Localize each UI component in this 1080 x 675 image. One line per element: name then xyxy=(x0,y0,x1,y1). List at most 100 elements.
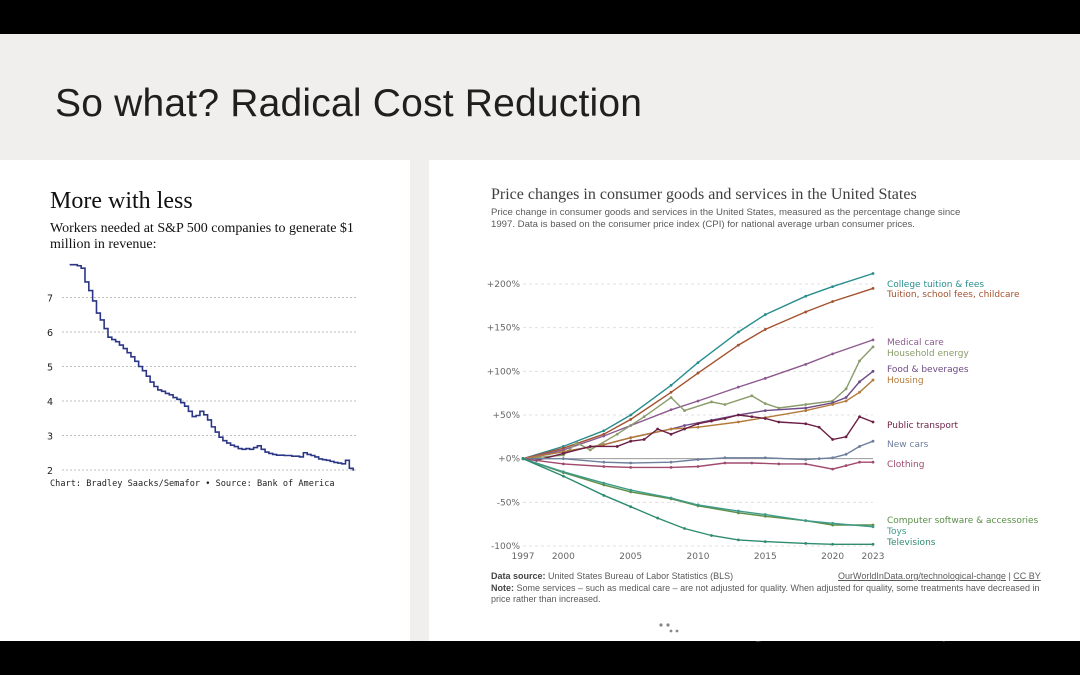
series-point xyxy=(696,399,700,403)
series-point xyxy=(561,470,565,474)
series-point xyxy=(804,462,808,466)
series-point xyxy=(804,294,808,298)
series-point xyxy=(831,456,835,460)
series-point xyxy=(831,300,835,303)
series-point xyxy=(871,338,875,342)
series-point xyxy=(710,400,713,404)
series-point xyxy=(844,396,848,399)
series-point xyxy=(521,457,525,461)
slide: So what? Radical Cost Reduction More wit… xyxy=(0,34,1080,641)
series-point xyxy=(602,493,606,497)
left-chart-panel: More with less Workers needed at S&P 500… xyxy=(0,160,410,641)
series-point xyxy=(736,509,740,513)
series-point xyxy=(750,415,754,419)
series-point xyxy=(615,445,619,448)
series-point xyxy=(602,465,606,468)
y-tick-label: -100% xyxy=(491,542,520,552)
series-point xyxy=(696,465,700,468)
note-text: Some services – such as medical care – a… xyxy=(491,583,1040,604)
y-tick-label: 7 xyxy=(47,294,53,305)
left-chart-credit: Chart: Bradley Saacks/Semafor • Source: … xyxy=(50,479,335,489)
series-point xyxy=(831,285,835,289)
series-point xyxy=(736,420,740,424)
series-point xyxy=(844,464,848,468)
series-point xyxy=(763,456,767,460)
series-point xyxy=(871,272,875,275)
series-line xyxy=(522,458,873,526)
y-tick-label: 4 xyxy=(47,397,53,408)
y-tick-label: 6 xyxy=(47,328,53,339)
series-point xyxy=(831,467,835,471)
chart-note: Note: Some services – such as medical ca… xyxy=(491,583,1051,605)
series-point xyxy=(669,408,673,412)
series-point xyxy=(871,460,875,464)
series-point xyxy=(696,458,700,461)
series-line xyxy=(523,440,874,464)
series-label: Household energy xyxy=(887,349,970,359)
watermark-text: 公众号 · Renee 创业随笔 xyxy=(692,616,994,645)
series-point xyxy=(656,516,660,520)
x-tick-label: 1997 xyxy=(512,552,535,562)
x-tick-label: 2020 xyxy=(821,552,844,562)
series-point xyxy=(683,527,686,530)
series-point xyxy=(804,519,808,523)
series-point xyxy=(871,369,875,373)
series-label: Tuition, school fees, childcare xyxy=(886,290,1020,300)
slide-title: So what? Radical Cost Reduction xyxy=(55,82,643,125)
price-changes-chart: -100% -50% +0% +50% +100% +150% +200% 1997 2000 2… xyxy=(487,272,1039,562)
series-point xyxy=(588,448,592,452)
series-point xyxy=(804,409,808,413)
y-tick-label: +200% xyxy=(487,280,521,290)
series-point xyxy=(669,383,673,387)
series-point xyxy=(736,385,740,389)
series-point xyxy=(871,286,875,290)
series-point xyxy=(669,396,673,399)
series-point xyxy=(629,466,633,469)
note-label: Note: xyxy=(491,583,514,593)
series-point xyxy=(602,429,606,433)
series-point xyxy=(844,387,848,391)
series-point xyxy=(629,439,633,443)
series-point xyxy=(804,422,808,426)
series-point xyxy=(831,542,835,546)
owid-link[interactable]: OurWorldInData.org/technological-change xyxy=(838,571,1006,581)
series-point xyxy=(736,343,740,347)
series-point xyxy=(602,460,606,464)
workers-line-chart: 2345671990199520002005201020152020 xyxy=(47,263,357,475)
series-point xyxy=(831,352,835,356)
left-chart-subtitle: Workers needed at S&P 500 companies to g… xyxy=(50,221,354,252)
series-point xyxy=(858,415,861,419)
data-source-text: United States Bureau of Labor Statistics… xyxy=(548,571,734,581)
series-point xyxy=(710,534,713,537)
series-point xyxy=(710,419,713,423)
x-tick-label: 2023 xyxy=(862,552,885,562)
series-point xyxy=(804,310,808,314)
x-tick-label: 2000 xyxy=(552,552,575,562)
series-point xyxy=(629,488,633,492)
series-point xyxy=(683,427,686,431)
series-point xyxy=(817,425,821,429)
series-point xyxy=(763,402,767,406)
series-point xyxy=(871,439,875,443)
series-point xyxy=(561,457,565,461)
series-line xyxy=(522,346,874,460)
x-tick-label: 2010 xyxy=(687,552,710,562)
series-point xyxy=(696,361,700,364)
series-point xyxy=(629,413,633,417)
series-point xyxy=(777,462,781,466)
series-point xyxy=(763,328,767,331)
series-point xyxy=(750,394,754,398)
series-point xyxy=(804,458,808,461)
left-chart-title: More with less xyxy=(50,188,193,214)
series-point xyxy=(858,359,861,363)
series-point xyxy=(696,422,700,426)
series-line xyxy=(522,414,874,462)
right-chart-panel: -100% -50% +0% +50% +100% +150% +200% 1997 2000 2… xyxy=(429,160,1080,641)
series-point xyxy=(831,403,835,406)
series-point xyxy=(561,474,565,478)
series-label: Food & beverages xyxy=(887,365,969,375)
license-link[interactable]: CC BY xyxy=(1013,571,1041,581)
y-tick-label: +150% xyxy=(487,324,521,334)
series-point xyxy=(871,542,875,546)
series-label: College tuition & fees xyxy=(887,280,984,290)
